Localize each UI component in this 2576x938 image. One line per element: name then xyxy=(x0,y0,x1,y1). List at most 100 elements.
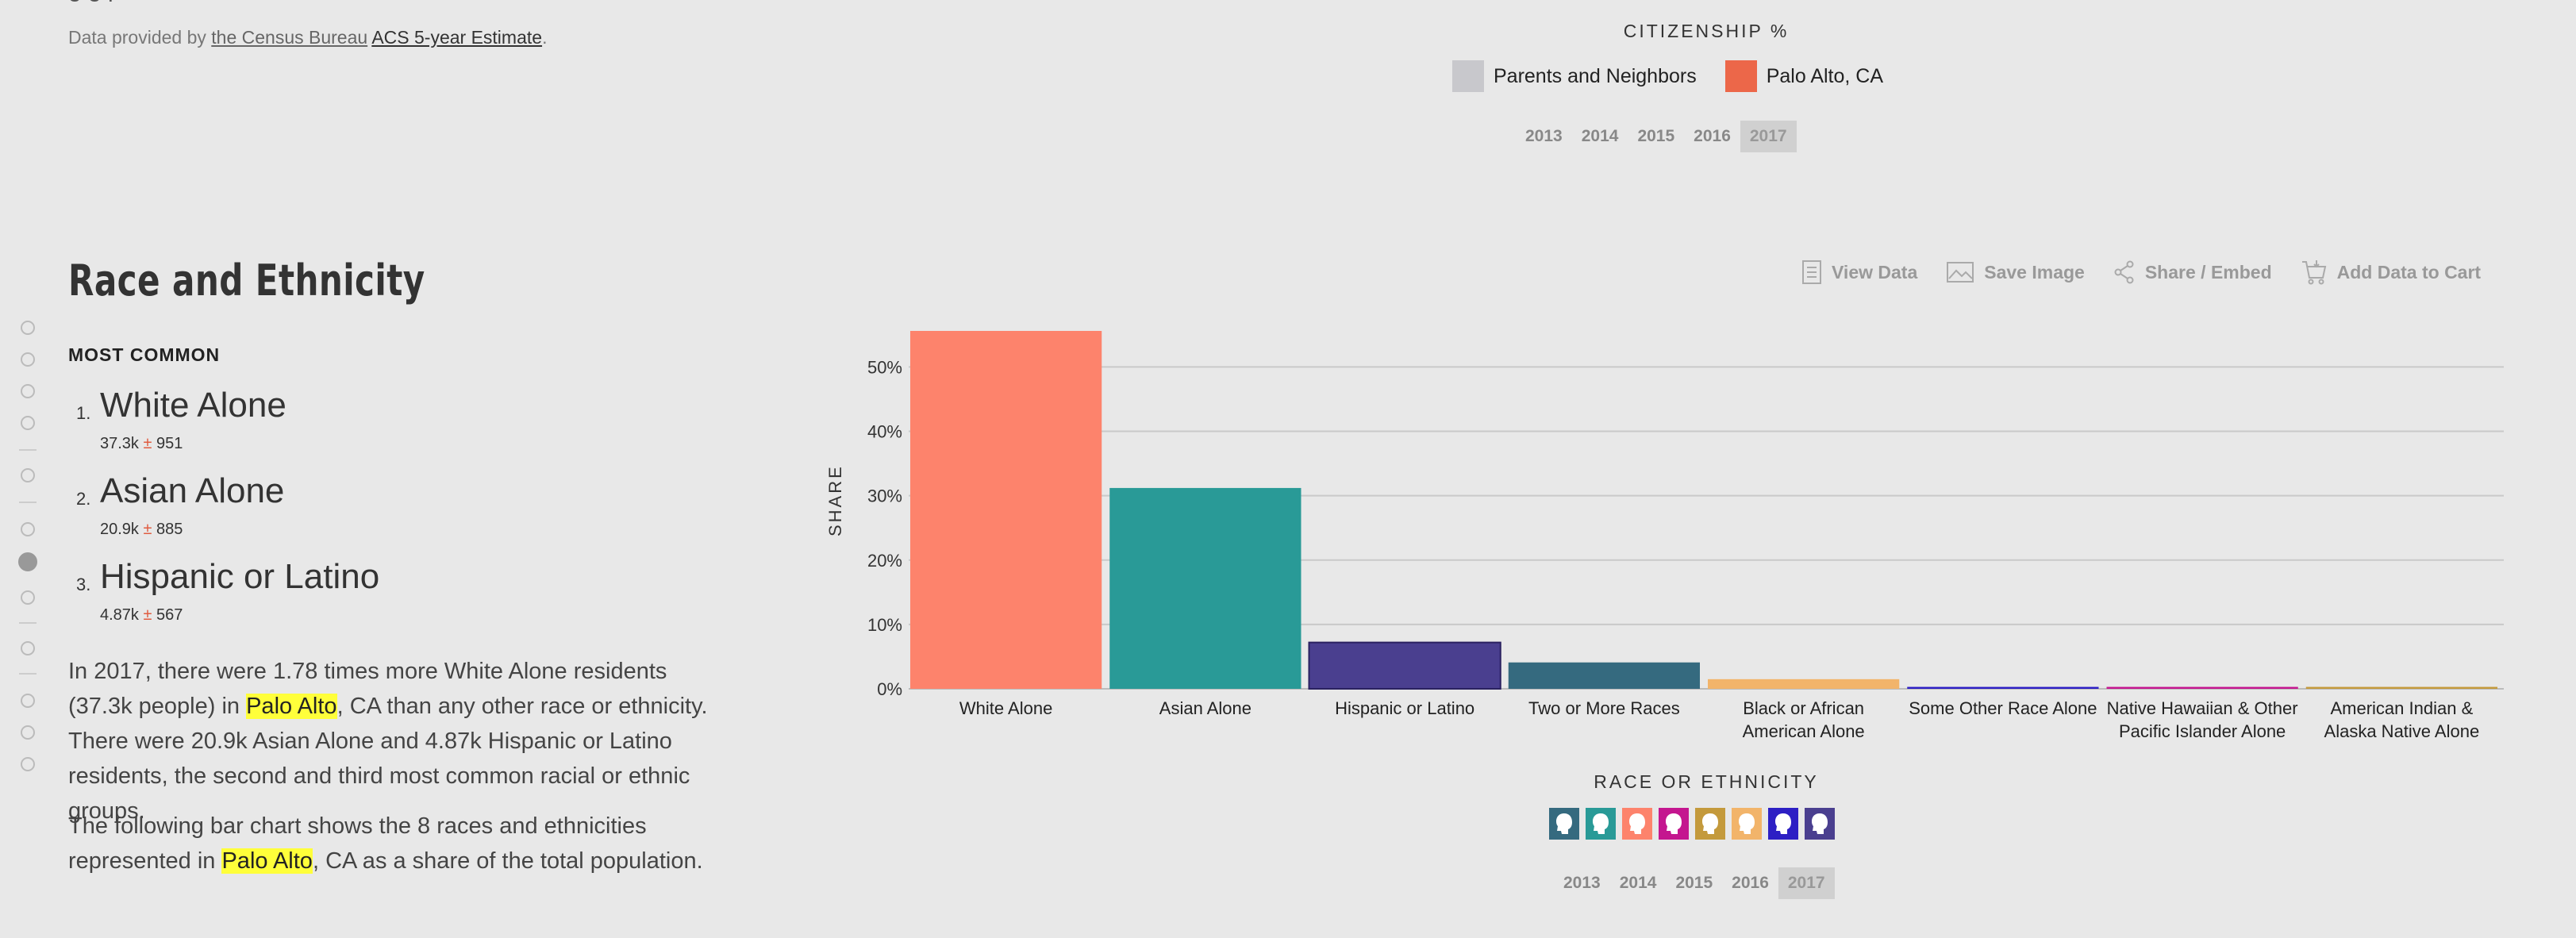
place-highlight: Palo Alto xyxy=(221,848,313,874)
chart-description-paragraph: The following bar chart shows the 8 race… xyxy=(68,813,703,874)
head-silhouette-icon xyxy=(1666,813,1682,834)
x-axis-title: RACE OR ETHNICITY xyxy=(1594,771,1819,792)
person-head-icon[interactable] xyxy=(1659,808,1689,840)
legend-swatch xyxy=(1452,60,1484,92)
person-head-icon[interactable] xyxy=(1695,808,1725,840)
view-data-button[interactable]: View Data xyxy=(1801,259,1917,286)
x-tick-label: White Alone xyxy=(959,698,1052,718)
head-silhouette-icon xyxy=(1556,813,1572,834)
year-option[interactable]: 2016 xyxy=(1694,127,1731,145)
nav-dot[interactable] xyxy=(21,416,35,430)
nav-dot[interactable] xyxy=(21,468,35,482)
bar-some-other-race-alone[interactable] xyxy=(1907,686,2099,689)
head-silhouette-icon xyxy=(1775,813,1791,834)
person-head-icon[interactable] xyxy=(1768,808,1798,840)
citizenship-year-selector: 2013 2014 2015 2016 2017 xyxy=(1516,121,1797,152)
head-silhouette-icon xyxy=(1702,813,1718,834)
legend-swatch xyxy=(1724,60,1757,92)
chart-toolbar: View Data Save Image Share / Embed Add D… xyxy=(1801,259,2481,286)
head-silhouette-icon xyxy=(1812,813,1828,834)
nav-dot[interactable] xyxy=(21,694,35,708)
share-icon xyxy=(2114,260,2134,284)
race-year-selector: 2013 2014 2015 2016 2017 xyxy=(1554,867,1835,899)
head-silhouette-icon xyxy=(1629,813,1645,834)
person-head-icon[interactable] xyxy=(1805,808,1835,840)
rank-name: White Alone xyxy=(100,386,286,425)
nav-dot[interactable] xyxy=(21,522,35,536)
rank-value: 20.9k ± 885 xyxy=(100,521,183,538)
y-tick-label: 30% xyxy=(867,486,902,506)
nav-dot-active[interactable] xyxy=(18,552,37,571)
share-embed-button[interactable]: Share / Embed xyxy=(2113,259,2272,286)
x-tick-label: Two or More Races xyxy=(1528,698,1680,718)
person-head-icon[interactable] xyxy=(1622,808,1652,840)
head-silhouette-icon xyxy=(1593,813,1609,834)
person-head-icon[interactable] xyxy=(1732,808,1762,840)
nav-divider xyxy=(19,673,37,675)
person-head-icon[interactable] xyxy=(1549,808,1579,840)
x-tick-label: Native Hawaiian & Other xyxy=(2107,698,2298,718)
bar-hispanic-or-latino[interactable] xyxy=(1308,641,1501,690)
image-icon xyxy=(1947,262,1974,283)
race-ethnicity-bar-chart: 0% 10% 20% 30% 40% 50% White Alone Asian Alone H… xyxy=(867,331,2504,741)
nav-dot[interactable] xyxy=(21,641,35,655)
nav-divider xyxy=(19,449,37,451)
x-tick-label: Hispanic or Latino xyxy=(1335,698,1474,718)
y-tick-label: 10% xyxy=(867,615,902,635)
summary-paragraph: In 2017, there were 1.78 times more Whit… xyxy=(68,659,708,824)
x-tick-label: Some Other Race Alone xyxy=(1909,698,2097,718)
bar-two-or-more-races[interactable] xyxy=(1508,662,1700,689)
document-icon xyxy=(1802,260,1821,284)
legend-item-parents[interactable]: Parents and Neighbors xyxy=(1452,60,1697,92)
nav-divider xyxy=(19,622,37,624)
bar-black-or-african-american-alone[interactable] xyxy=(1708,679,1900,689)
rank-name: Asian Alone xyxy=(100,471,285,510)
section-title: Race and Ethnicity xyxy=(68,256,425,306)
head-silhouette-icon xyxy=(1739,813,1755,834)
citizenship-title: CITIZENSHIP % xyxy=(1623,21,1790,41)
year-option[interactable]: 2015 xyxy=(1675,874,1713,892)
nav-dot[interactable] xyxy=(21,321,35,335)
acs-estimate-link[interactable]: ACS 5-year Estimate xyxy=(371,27,543,48)
person-head-icon[interactable] xyxy=(1586,808,1616,840)
y-tick-label: 50% xyxy=(867,357,902,377)
cart-icon xyxy=(2301,260,2326,285)
year-option[interactable]: 2015 xyxy=(1637,127,1675,145)
nav-dot[interactable] xyxy=(21,757,35,771)
year-option[interactable]: 2013 xyxy=(1563,874,1601,892)
year-option-active[interactable]: 2017 xyxy=(1778,867,1835,899)
x-tick-label: American Indian & xyxy=(2330,698,2473,718)
rank-value: 37.3k ± 951 xyxy=(100,435,183,452)
y-tick-label: 0% xyxy=(877,679,902,699)
nav-dot[interactable] xyxy=(21,384,35,398)
bar-white-alone[interactable] xyxy=(910,331,1102,689)
save-image-button[interactable]: Save Image xyxy=(1946,259,2085,286)
place-highlight: Palo Alto xyxy=(246,694,337,719)
add-to-cart-button[interactable]: Add Data to Cart xyxy=(2301,259,2481,286)
year-option[interactable]: 2014 xyxy=(1581,127,1619,145)
x-tick-label: Pacific Islander Alone xyxy=(2119,721,2286,741)
rank-value: 4.87k ± 567 xyxy=(100,606,183,624)
x-tick-label: Asian Alone xyxy=(1159,698,1251,718)
year-option[interactable]: 2014 xyxy=(1619,874,1657,892)
most-common-label: MOST COMMON xyxy=(68,344,221,365)
legend-item-palo-alto[interactable]: Palo Alto, CA xyxy=(1724,60,1883,92)
census-bureau-link[interactable]: the Census Bureau xyxy=(211,27,368,48)
bar-native-hawaiian-other-pacific-islander-alone[interactable] xyxy=(2106,686,2298,689)
nav-dot[interactable] xyxy=(21,590,35,605)
year-option[interactable]: 2013 xyxy=(1525,127,1563,145)
nav-dot[interactable] xyxy=(21,352,35,367)
year-option[interactable]: 2016 xyxy=(1732,874,1769,892)
bar-asian-alone[interactable] xyxy=(1109,487,1301,689)
y-tick-label: 40% xyxy=(867,422,902,442)
rank-name: Hispanic or Latino xyxy=(100,557,380,596)
x-tick-label: Black or African xyxy=(1743,698,1864,718)
x-tick-label: American Alone xyxy=(1743,721,1865,741)
year-option-active[interactable]: 2017 xyxy=(1740,121,1797,152)
race-filter-icons xyxy=(1549,808,1835,840)
bar-american-indian-alaska-native-alone[interactable] xyxy=(2305,686,2497,689)
nav-dot[interactable] xyxy=(21,725,35,740)
y-tick-label: 20% xyxy=(867,551,902,571)
previous-section-cut-text: g g p xyxy=(68,0,121,3)
data-source-note: Data provided by the Census Bureau ACS 5… xyxy=(68,27,548,48)
